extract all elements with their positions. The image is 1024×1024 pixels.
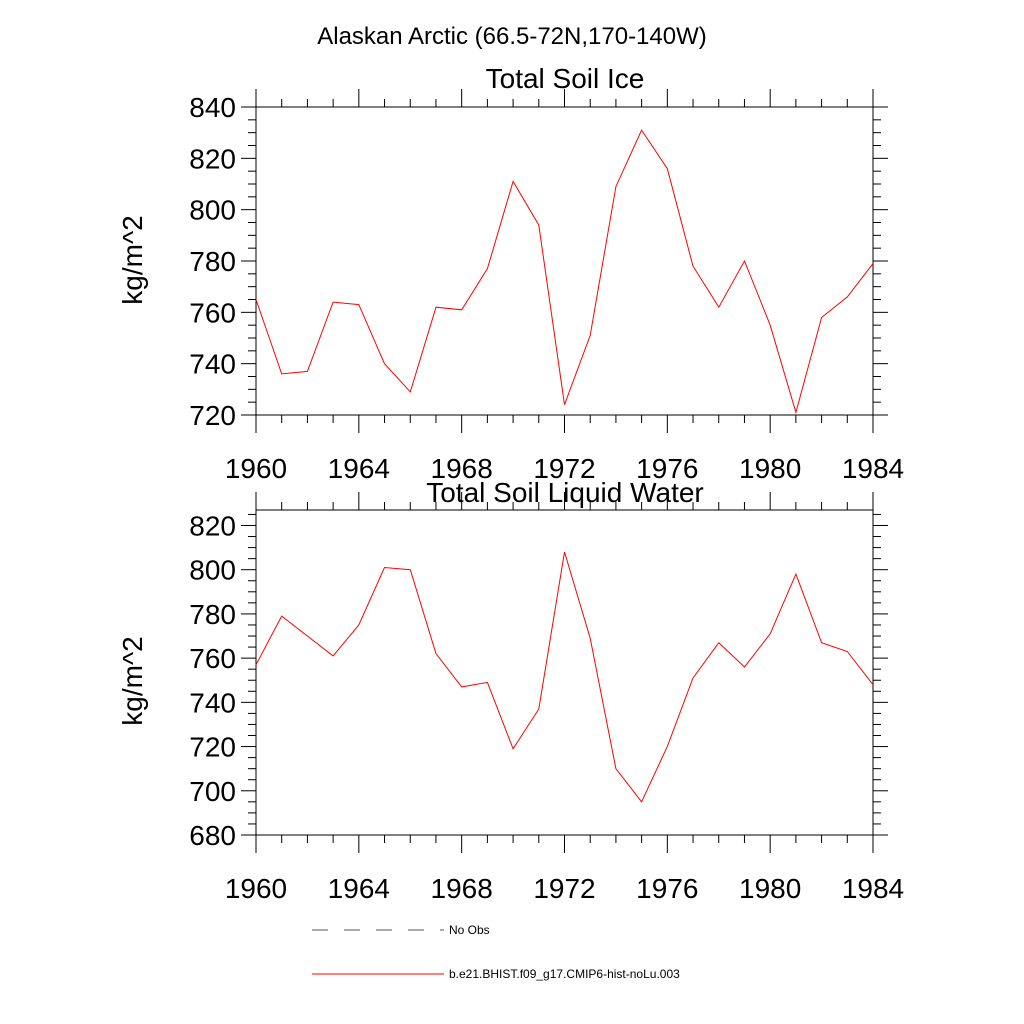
panel-total-soil-liquid-water: Total Soil Liquid Water kg/m^2 680700720… (117, 477, 904, 904)
axis-ticks: 680 700 720 740 760 780 800 820 1960 1964 1968 1972… (189, 492, 904, 904)
y-tick-label: 800 (189, 195, 236, 226)
x-tick-label: 1972 (533, 873, 595, 904)
axis-ticks: 720 740 760 780 800 820 840 1960 1964 1968 1972 197… (189, 89, 904, 484)
panel-title: Total Soil Ice (486, 63, 645, 94)
y-tick-label: 740 (189, 349, 236, 380)
x-tick-label: 1968 (431, 873, 493, 904)
x-tick-label: 1960 (225, 453, 287, 484)
legend-label-no-obs: No Obs (449, 923, 490, 937)
series-lines (255, 129, 874, 415)
series-line (255, 129, 874, 415)
x-tick-label: 1964 (328, 453, 390, 484)
panel-total-soil-ice: Total Soil Ice kg/m^2 720 740 760 780 800 820… (117, 63, 904, 484)
y-tick-label: 820 (189, 510, 236, 541)
plot-frame (255, 509, 874, 836)
y-tick-label: 720 (189, 400, 236, 431)
x-tick-label: 1968 (431, 453, 493, 484)
legend-label-model: b.e21.BHIST.f09_g17.CMIP6-hist-noLu.003 (449, 967, 680, 981)
x-tick-label: 1964 (328, 873, 390, 904)
plot-frame (255, 106, 874, 416)
x-tick-label: 1976 (636, 453, 698, 484)
series-lines (255, 551, 874, 803)
y-tick-label: 720 (189, 732, 236, 763)
x-tick-label: 1980 (739, 873, 801, 904)
x-tick-label: 1980 (739, 453, 801, 484)
y-tick-label: 740 (189, 687, 236, 718)
x-tick-label: 1984 (842, 873, 904, 904)
y-tick-label: 840 (189, 92, 236, 123)
y-axis-label: kg/m^2 (117, 215, 148, 304)
y-tick-label: 760 (189, 643, 236, 674)
y-tick-label: 680 (189, 820, 236, 851)
y-tick-label: 780 (189, 246, 236, 277)
y-tick-label: 760 (189, 297, 236, 328)
x-tick-label: 1972 (533, 453, 595, 484)
x-tick-label: 1976 (636, 873, 698, 904)
suptitle: Alaskan Arctic (66.5-72N,170-140W) (317, 23, 707, 50)
legend: No Obs b.e21.BHIST.f09_g17.CMIP6-hist-no… (312, 923, 680, 981)
y-tick-label: 820 (189, 143, 236, 174)
y-tick-label: 780 (189, 599, 236, 630)
x-tick-label: 1960 (225, 873, 287, 904)
series-line (255, 551, 874, 803)
x-tick-label: 1984 (842, 453, 904, 484)
y-axis-label: kg/m^2 (117, 636, 148, 725)
y-tick-label: 800 (189, 555, 236, 586)
y-tick-label: 700 (189, 776, 236, 807)
